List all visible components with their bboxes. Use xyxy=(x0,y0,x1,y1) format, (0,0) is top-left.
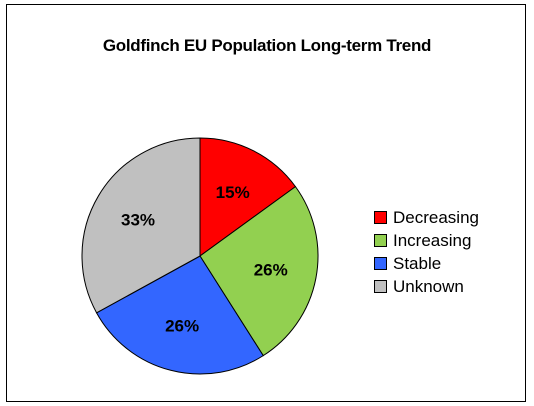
legend: Decreasing Increasing Stable Unknown xyxy=(374,206,479,298)
slice-label-increasing: 26% xyxy=(254,260,288,279)
pie-slice-decreasing xyxy=(199,137,297,257)
legend-label: Unknown xyxy=(393,276,464,296)
chart-title: Goldfinch EU Population Long-term Trend xyxy=(102,36,432,55)
legend-item-increasing: Increasing xyxy=(374,229,479,252)
slice-label-stable: 26% xyxy=(165,317,199,336)
slice-label-unknown: 33% xyxy=(121,210,155,229)
slice-label-decreasing: 15% xyxy=(216,183,250,202)
pie-slice-unknown xyxy=(81,137,201,314)
legend-label: Stable xyxy=(393,253,442,273)
legend-label: Increasing xyxy=(393,230,472,250)
legend-swatch xyxy=(374,257,387,270)
pie-slice-stable xyxy=(95,255,264,375)
legend-swatch xyxy=(374,211,387,224)
legend-swatch xyxy=(374,234,387,247)
legend-label: Decreasing xyxy=(393,207,479,227)
legend-swatch xyxy=(374,280,387,293)
legend-item-unknown: Unknown xyxy=(374,275,479,298)
legend-item-stable: Stable xyxy=(374,252,479,275)
pie-slice-increasing xyxy=(199,185,319,357)
legend-item-decreasing: Decreasing xyxy=(374,206,479,229)
